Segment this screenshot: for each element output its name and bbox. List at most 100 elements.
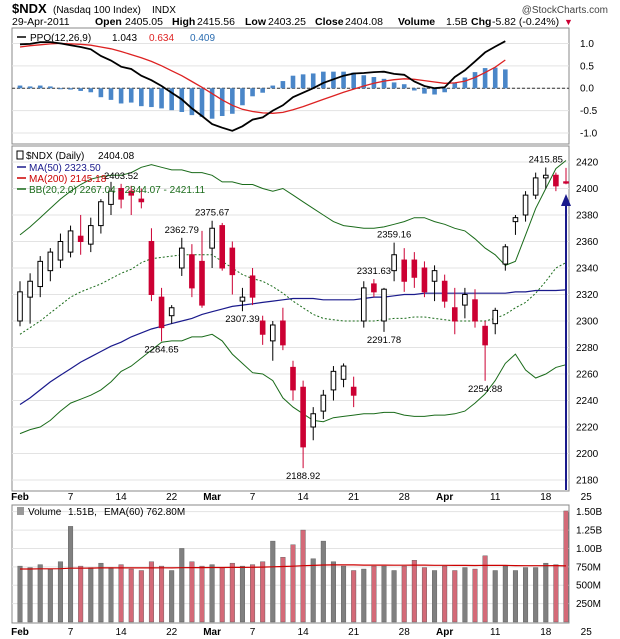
volume-bar	[341, 565, 347, 623]
x-axis-label: 22	[166, 492, 178, 503]
candle-body	[330, 370, 337, 391]
ppo-histogram-bar	[78, 88, 83, 91]
candle-body	[391, 254, 397, 272]
ppo-histogram-bar	[159, 88, 164, 109]
candle-body	[502, 246, 509, 265]
volume-bar	[563, 510, 569, 623]
ppo-tick-label: -1.0	[580, 129, 598, 140]
x-axis-label: 21	[348, 627, 360, 638]
price-tick-label: 2260	[576, 370, 599, 381]
exchange-label: INDX	[152, 5, 176, 16]
volume-bar	[432, 570, 438, 623]
symbol-title: $NDX	[12, 1, 47, 16]
x-axis-label: 14	[116, 492, 128, 503]
volume-bar	[219, 567, 225, 623]
x-axis-label: Feb	[11, 627, 29, 638]
ppo-legend-hist: 0.409	[190, 33, 215, 44]
volume-bar	[260, 561, 266, 623]
stockcharts-watermark: @StockCharts.com	[522, 5, 608, 16]
price-tick-label: 2400	[576, 184, 599, 195]
ma50-legend: MA(50) 2323.50	[29, 163, 101, 174]
volume-bar	[411, 560, 417, 623]
ppo-legend-line: 1.043	[112, 33, 137, 44]
x-axis-label: 7	[250, 492, 256, 503]
candle-body	[421, 267, 428, 293]
x-axis-label: 14	[298, 627, 310, 638]
volume-bar	[361, 568, 367, 623]
candle-body	[259, 320, 266, 335]
volume-bar	[37, 564, 43, 623]
x-axis-label: 14	[116, 627, 128, 638]
price-tick-label: 2200	[576, 449, 599, 460]
volume-bar	[98, 562, 104, 623]
candle-body	[269, 324, 276, 342]
candle-body	[472, 299, 478, 322]
low-label: Low	[245, 16, 267, 28]
candle-body	[563, 181, 569, 184]
ppo-histogram-bar	[321, 71, 326, 89]
ppo-histogram-bar	[422, 88, 427, 94]
volume-bar	[239, 565, 245, 623]
ppo-indicator	[12, 40, 569, 132]
ppo-histogram-bar	[37, 85, 43, 89]
price-annotation: 2307.39	[225, 314, 259, 325]
trend-arrow	[561, 194, 571, 490]
candle-body	[381, 288, 387, 322]
price-annotation: 2284.65	[144, 344, 178, 355]
price-tick-label: 2340	[576, 264, 599, 275]
volume-bar	[482, 555, 488, 623]
ppo-histogram-bar	[270, 85, 276, 89]
volume-legend-value: 1.51B,	[68, 507, 97, 518]
ppo-histogram-bar	[482, 68, 488, 89]
candle-body	[47, 251, 54, 272]
ppo-histogram-bar	[462, 77, 468, 89]
candle-body	[290, 366, 296, 391]
x-axis-label: Apr	[436, 492, 453, 503]
price-tick-label: 2240	[576, 396, 599, 407]
x-axis-label: 11	[490, 492, 501, 503]
price-tick-label: 2320	[576, 290, 599, 301]
volume-bar	[523, 567, 529, 623]
ppo-histogram-bar	[48, 86, 53, 89]
candle-body	[118, 188, 124, 200]
volume-bar	[47, 568, 53, 623]
candle-body	[320, 394, 327, 412]
volume-value: 1.5B	[446, 16, 468, 28]
x-axis-label: 18	[540, 627, 552, 638]
candle-body	[249, 275, 256, 298]
bb-legend: BB(20,2.0) 2267.04 - 2344.07 - 2421.11	[29, 185, 205, 196]
volume-bar	[553, 564, 559, 623]
x-axis-label: Mar	[203, 492, 221, 503]
ppo-signal-line	[19, 42, 506, 114]
candle-body	[462, 294, 468, 306]
candle-body	[482, 325, 488, 346]
volume-bar	[371, 565, 377, 623]
high-label: High	[172, 16, 195, 28]
x-axis-label: 25	[581, 627, 593, 638]
candle-body	[189, 254, 195, 289]
x-axis-label: 28	[399, 627, 411, 638]
volume-bar	[68, 526, 74, 623]
price-annotation: 2188.92	[286, 471, 320, 482]
price-annotation: 2375.67	[195, 208, 229, 219]
ppo-histogram-bar	[361, 75, 367, 89]
ppo-histogram-bar	[250, 88, 255, 97]
volume-tick-label: 1.50B	[576, 507, 602, 518]
volume-bar	[543, 562, 549, 623]
volume-bar	[442, 565, 448, 623]
price-annotation: 2331.63	[357, 266, 391, 277]
grid-lines	[12, 42, 569, 605]
ppo-histogram-bar	[432, 88, 437, 95]
candle-body	[57, 241, 64, 261]
price-panel	[11, 145, 570, 492]
x-axis-label: 28	[399, 492, 411, 503]
volume-bar	[452, 570, 458, 623]
ppo-histogram-bar	[189, 88, 195, 116]
candle-body	[108, 190, 114, 205]
price-annotation: 2254.88	[468, 384, 502, 395]
x-axis-label: 25	[581, 492, 593, 503]
price-tick-label: 2220	[576, 423, 599, 434]
candle-body	[451, 307, 458, 322]
volume-bar	[492, 570, 498, 623]
